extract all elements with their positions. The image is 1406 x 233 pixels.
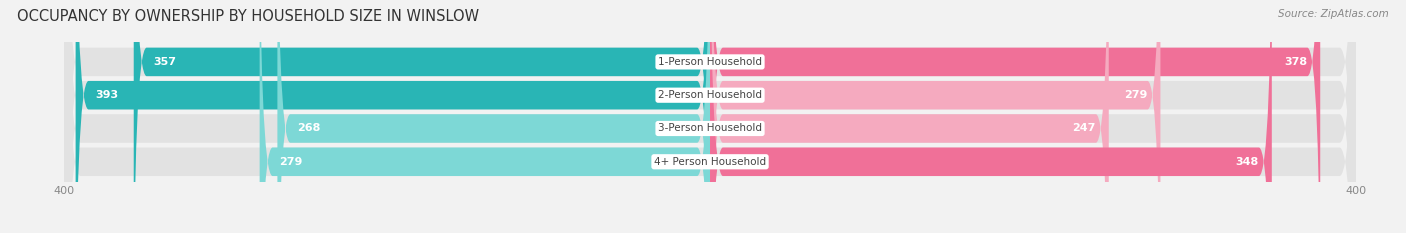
- FancyBboxPatch shape: [65, 0, 1355, 233]
- Text: 393: 393: [96, 90, 118, 100]
- Text: 279: 279: [1125, 90, 1147, 100]
- FancyBboxPatch shape: [76, 0, 710, 233]
- Text: 2-Person Household: 2-Person Household: [658, 90, 762, 100]
- FancyBboxPatch shape: [710, 0, 1160, 233]
- Text: Source: ZipAtlas.com: Source: ZipAtlas.com: [1278, 9, 1389, 19]
- FancyBboxPatch shape: [134, 0, 710, 233]
- Text: 268: 268: [297, 123, 321, 134]
- Text: OCCUPANCY BY OWNERSHIP BY HOUSEHOLD SIZE IN WINSLOW: OCCUPANCY BY OWNERSHIP BY HOUSEHOLD SIZE…: [17, 9, 479, 24]
- Text: 357: 357: [153, 57, 176, 67]
- Text: 247: 247: [1073, 123, 1095, 134]
- Text: 279: 279: [278, 157, 302, 167]
- FancyBboxPatch shape: [65, 0, 1355, 233]
- FancyBboxPatch shape: [65, 0, 1355, 233]
- FancyBboxPatch shape: [260, 0, 710, 233]
- Text: 378: 378: [1284, 57, 1308, 67]
- FancyBboxPatch shape: [277, 0, 710, 233]
- FancyBboxPatch shape: [65, 0, 1355, 233]
- Text: 1-Person Household: 1-Person Household: [658, 57, 762, 67]
- Text: 3-Person Household: 3-Person Household: [658, 123, 762, 134]
- Text: 4+ Person Household: 4+ Person Household: [654, 157, 766, 167]
- Text: 348: 348: [1236, 157, 1258, 167]
- FancyBboxPatch shape: [710, 0, 1109, 233]
- FancyBboxPatch shape: [710, 0, 1272, 233]
- FancyBboxPatch shape: [710, 0, 1320, 233]
